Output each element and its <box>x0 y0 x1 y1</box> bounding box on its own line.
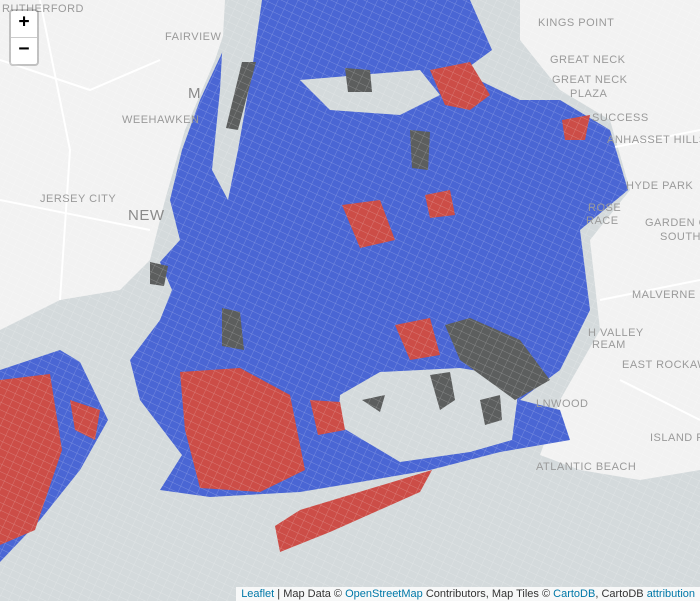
attribution: Leaflet | Map Data © OpenStreetMap Contr… <box>236 587 700 601</box>
place-label: ISLAND PA <box>650 432 700 444</box>
place-label: MALVERNE <box>632 289 696 301</box>
attribution-link[interactable]: attribution <box>646 588 695 600</box>
place-label: FAIRVIEW <box>165 31 221 43</box>
cartodb-link[interactable]: CartoDB <box>553 588 596 600</box>
zoom-out[interactable]: − <box>18 38 30 59</box>
place-label: M <box>188 85 201 102</box>
place-label: SOUTH <box>660 231 700 243</box>
place-label: REAM <box>592 339 626 351</box>
place-label: GARDEN C <box>645 217 700 229</box>
place-label: WEEHAWKEN <box>122 114 199 126</box>
zoom-in[interactable]: + <box>11 11 37 38</box>
place-label: H VALLEY <box>588 327 644 339</box>
attribution-text: | Map Data © <box>274 588 346 600</box>
place-label: ATLANTIC BEACH <box>536 461 636 473</box>
place-label: KINGS POINT <box>538 17 614 29</box>
attribution-text: Contributors, Map Tiles © <box>422 588 554 600</box>
leaflet-link[interactable]: Leaflet <box>241 588 275 600</box>
place-label: GREAT NECK <box>552 74 628 86</box>
zoom-control: + − <box>9 9 39 66</box>
attribution-text: , CartoDB <box>595 588 647 600</box>
place-label: ANHASSET HILLS <box>607 134 700 146</box>
place-label: HYDE PARK <box>626 180 693 192</box>
place-label: GREAT NECK <box>550 54 626 66</box>
place-label: SUCCESS <box>592 112 649 124</box>
osm-link[interactable]: OpenStreetMap <box>345 588 423 600</box>
place-label: EAST ROCKAWAY <box>622 359 700 371</box>
place-label: ROSE <box>588 202 621 214</box>
place-label: LNWOOD <box>536 398 589 410</box>
place-label: RACE <box>586 215 619 227</box>
place-label: NEW <box>128 207 165 224</box>
place-label: PLAZA <box>570 88 608 100</box>
place-label: JERSEY CITY <box>40 193 116 205</box>
